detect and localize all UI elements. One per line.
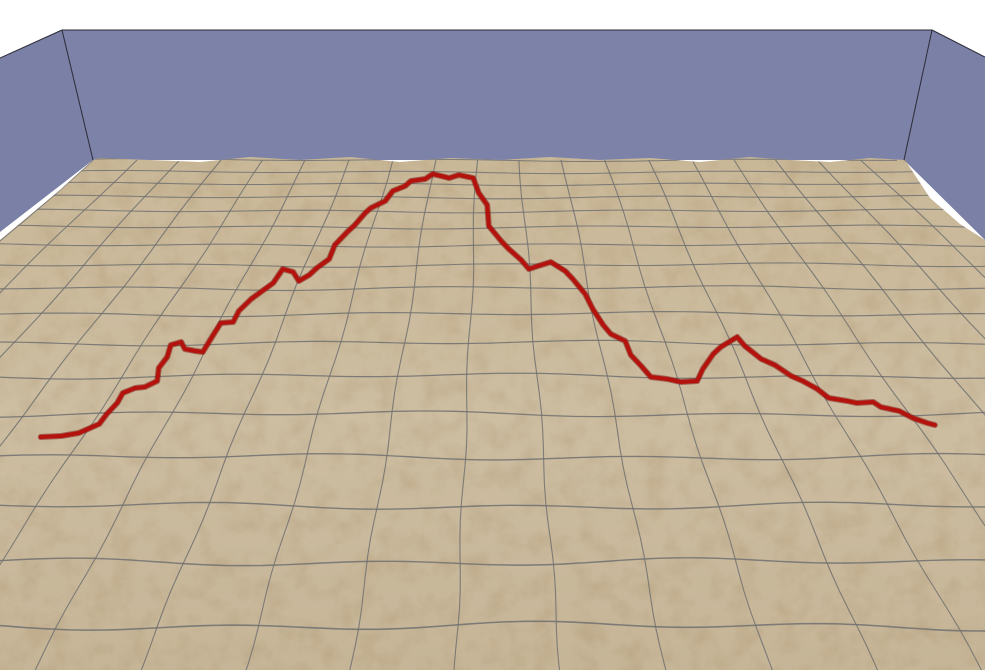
grid-row-line — [0, 339, 985, 347]
right-side-wall — [904, 30, 985, 240]
grid-row-line — [92, 158, 897, 162]
grid-row-line — [0, 501, 985, 510]
grid-column-line — [0, 159, 181, 670]
grid-row-line — [0, 285, 985, 292]
grid-row-line — [0, 620, 985, 632]
left-side-wall — [0, 30, 93, 232]
grid-column-line — [127, 159, 350, 670]
grid-column-line — [452, 159, 479, 670]
grid-row-line — [0, 452, 985, 461]
grid-row-line — [0, 224, 985, 230]
grid-column-line — [604, 159, 783, 670]
wall-edge — [61, 29, 94, 161]
grid-column-line — [859, 159, 985, 670]
grid-column-line — [19, 159, 306, 670]
wall-edge — [0, 29, 63, 59]
grid-row-line — [0, 372, 985, 380]
grid-row-line — [0, 557, 985, 567]
grid-column-line — [648, 159, 890, 670]
grid-row-line — [0, 410, 985, 418]
grid-column-line — [816, 159, 985, 670]
grid-column-line — [691, 159, 985, 670]
grid-row-line — [27, 194, 964, 200]
grid-column-line — [518, 159, 564, 670]
grid-row-line — [0, 242, 985, 248]
grid-column-line — [0, 159, 222, 670]
wall-edges — [0, 29, 985, 161]
grid-column-line — [343, 159, 437, 670]
terrain-grid — [0, 158, 985, 670]
grid-column-line — [774, 159, 985, 670]
grid-row-line — [71, 169, 924, 175]
wall-edge — [903, 29, 933, 161]
grid-row-line — [0, 311, 985, 318]
grid-row-line — [50, 181, 939, 187]
grid-row-line — [2, 208, 985, 214]
grid-column-line — [235, 159, 394, 670]
back-wall — [62, 30, 932, 160]
wall-edge — [931, 29, 985, 58]
elevation-profile-line[interactable] — [37, 171, 938, 440]
grid-column-line — [0, 159, 138, 670]
grid-column-line — [733, 159, 985, 670]
grid-row-line — [0, 262, 985, 268]
profile-line — [38, 172, 937, 439]
grid-column-line — [560, 159, 674, 670]
